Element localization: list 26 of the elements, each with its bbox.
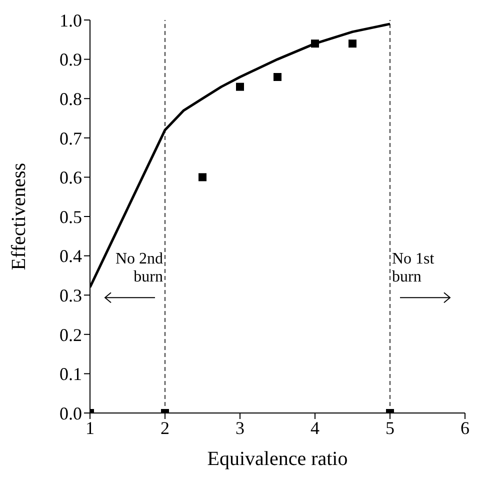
y-tick-label: 0.5 bbox=[60, 206, 82, 227]
x-tick-label: 6 bbox=[460, 418, 470, 438]
y-tick-label: 0.3 bbox=[60, 285, 82, 306]
y-tick-label: 0.9 bbox=[60, 50, 82, 70]
y-tick-label: 0.8 bbox=[60, 88, 82, 109]
point bbox=[311, 40, 319, 48]
point bbox=[274, 72, 282, 81]
x-tick-label: 4 bbox=[310, 418, 320, 438]
point bbox=[236, 82, 244, 91]
y-tick-label: 0.6 bbox=[60, 168, 82, 188]
x-tick-label: 2 bbox=[160, 418, 170, 438]
x-tick-label: 3 bbox=[236, 418, 244, 438]
y-tick-label: 0.1 bbox=[60, 364, 82, 384]
point bbox=[348, 40, 356, 48]
ref-line-label: No 1st burn bbox=[392, 250, 435, 286]
y-tick-label: 0.2 bbox=[60, 324, 82, 345]
x-tick-label: 5 bbox=[386, 418, 394, 438]
y-axis-title: Effectiveness bbox=[8, 162, 30, 270]
x-axis-title: Equivalence ratio bbox=[207, 448, 348, 470]
point bbox=[198, 173, 206, 182]
y-tick-label: 0.7 bbox=[60, 128, 82, 148]
y-tick-label: 0.4 bbox=[60, 246, 82, 266]
y-tick-label: 1.0 bbox=[60, 10, 82, 30]
y-tick-label: 0.0 bbox=[60, 403, 82, 424]
ref-line-label: No 2nd burn bbox=[115, 250, 163, 286]
x-tick-label: 1 bbox=[86, 418, 94, 438]
